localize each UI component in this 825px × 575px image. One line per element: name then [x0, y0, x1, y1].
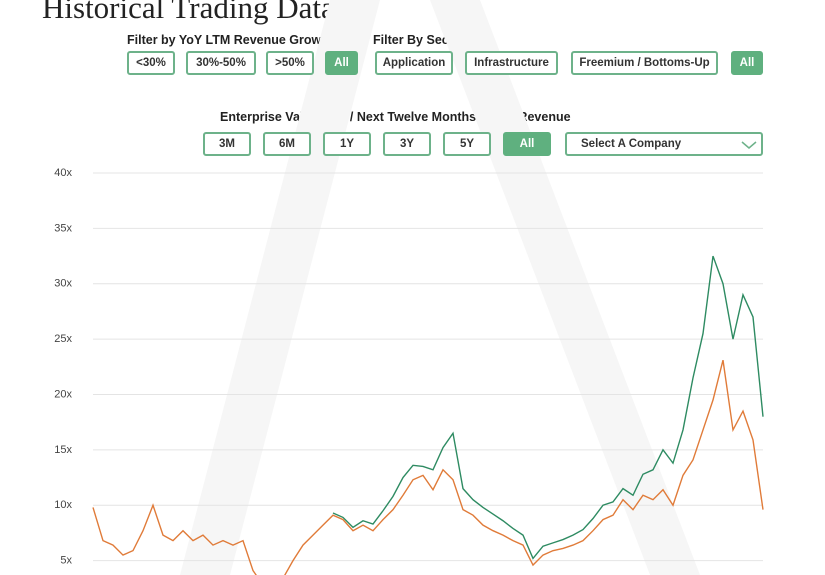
filter-button[interactable]: <30%	[127, 51, 175, 75]
y-tick-label: 5x	[60, 555, 72, 567]
page-title: Historical Trading Data	[42, 0, 335, 25]
y-tick-label: 30x	[54, 278, 72, 290]
y-tick-label: 20x	[54, 388, 72, 400]
filter-button[interactable]: 5Y	[443, 132, 491, 156]
watermark	[180, 0, 700, 575]
filter-button[interactable]: >50%	[266, 51, 314, 75]
filter-label: Filter by YoY LTM Revenue Growth	[127, 33, 334, 47]
filter-button[interactable]: Infrastructure	[465, 51, 558, 75]
y-tick-label: 25x	[54, 333, 72, 345]
filter-button[interactable]: All	[731, 51, 763, 75]
select-text: Select A Company	[581, 138, 682, 150]
y-tick-label: 40x	[54, 167, 72, 179]
filter-label: Filter By Sector	[373, 33, 466, 47]
filter-button[interactable]: 3M	[203, 132, 251, 156]
filter-button[interactable]: 1Y	[323, 132, 371, 156]
filter-button[interactable]: 6M	[263, 132, 311, 156]
company-select[interactable]: Select A Company	[565, 132, 763, 156]
y-tick-label: 10x	[54, 499, 72, 511]
filter-button[interactable]: All	[503, 132, 551, 156]
filter-button[interactable]: Freemium / Bottoms-Up	[571, 51, 718, 75]
filter-button[interactable]: 30%-50%	[186, 51, 256, 75]
filter-button[interactable]: 3Y	[383, 132, 431, 156]
filter-button[interactable]: Application	[375, 51, 453, 75]
series-line	[92, 359, 764, 575]
filter-button[interactable]: All	[325, 51, 358, 75]
chevron	[741, 141, 757, 149]
y-tick-label: 15x	[54, 444, 72, 456]
series-line	[332, 255, 764, 560]
y-tick-label: 35x	[54, 222, 72, 234]
